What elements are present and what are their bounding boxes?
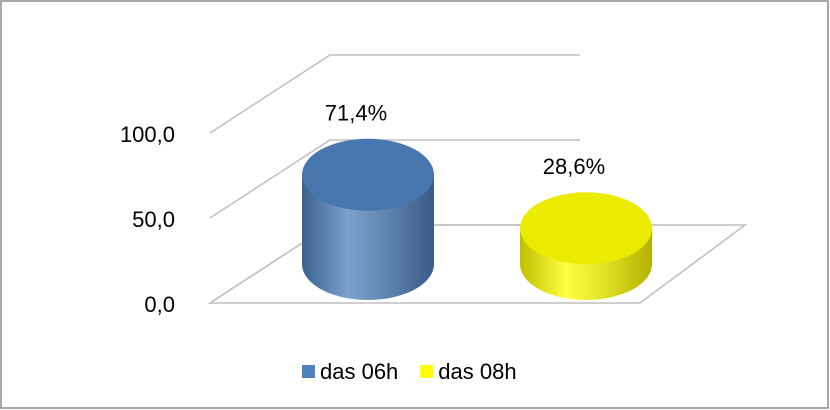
legend-swatch bbox=[302, 365, 315, 378]
grid-line bbox=[209, 54, 580, 134]
y-tick-label: 100,0 bbox=[120, 122, 175, 147]
y-tick-label: 0,0 bbox=[144, 292, 175, 317]
cylinder-top-shade bbox=[302, 138, 434, 211]
cylinder-top bbox=[302, 138, 434, 211]
cylinder-top-shade bbox=[520, 192, 652, 265]
legend-swatch bbox=[420, 365, 434, 378]
data-label: 71,4% bbox=[325, 101, 387, 126]
y-tick-label: 50,0 bbox=[132, 207, 175, 232]
cylinder-shade bbox=[302, 174, 434, 300]
legend-label: das 06h bbox=[320, 359, 398, 384]
cylinder-top bbox=[520, 192, 652, 265]
legend-label: das 08h bbox=[438, 359, 516, 384]
data-label: 28,6% bbox=[543, 154, 605, 179]
grid-line bbox=[209, 139, 580, 219]
